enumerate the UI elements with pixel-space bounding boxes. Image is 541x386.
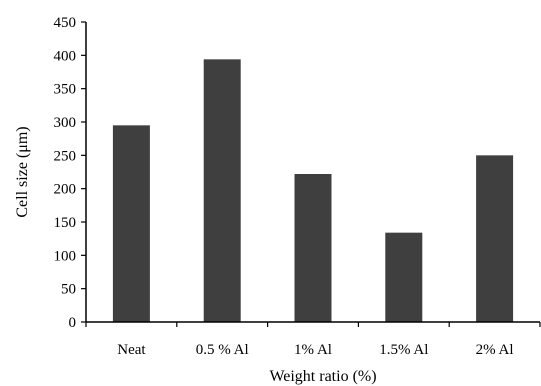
y-tick-label: 150 xyxy=(54,215,77,231)
x-tick-label: 1.5% Al xyxy=(379,342,428,358)
bar xyxy=(476,155,514,322)
bar xyxy=(112,125,150,322)
bar xyxy=(385,232,423,322)
y-tick-label: 450 xyxy=(54,15,77,31)
x-tick-label: Neat xyxy=(117,342,146,358)
bar xyxy=(294,174,332,322)
y-tick-label: 400 xyxy=(54,48,77,64)
x-axis-ticks: Neat 0.5 % Al 1% Al 1.5% Al 2% Al xyxy=(85,322,541,358)
x-axis-label: Weight ratio (%) xyxy=(269,368,376,385)
y-tick-label: 250 xyxy=(54,148,77,164)
y-axis-ticks: 0 50 100 150 200 250 300 350 400 450 xyxy=(54,15,86,331)
y-tick-label: 200 xyxy=(54,182,77,198)
y-axis-label: Cell size (μm) xyxy=(14,126,31,217)
y-tick-label: 50 xyxy=(61,282,76,298)
x-tick-label: 0.5 % Al xyxy=(196,342,249,358)
x-tick-label: 2% Al xyxy=(476,342,514,358)
x-tick-label: 1% Al xyxy=(294,342,332,358)
bars xyxy=(112,59,514,322)
bar xyxy=(203,59,241,322)
y-tick-label: 300 xyxy=(54,115,77,131)
y-tick-label: 350 xyxy=(54,82,77,98)
y-tick-label: 100 xyxy=(54,248,77,264)
y-tick-label: 0 xyxy=(69,315,77,331)
